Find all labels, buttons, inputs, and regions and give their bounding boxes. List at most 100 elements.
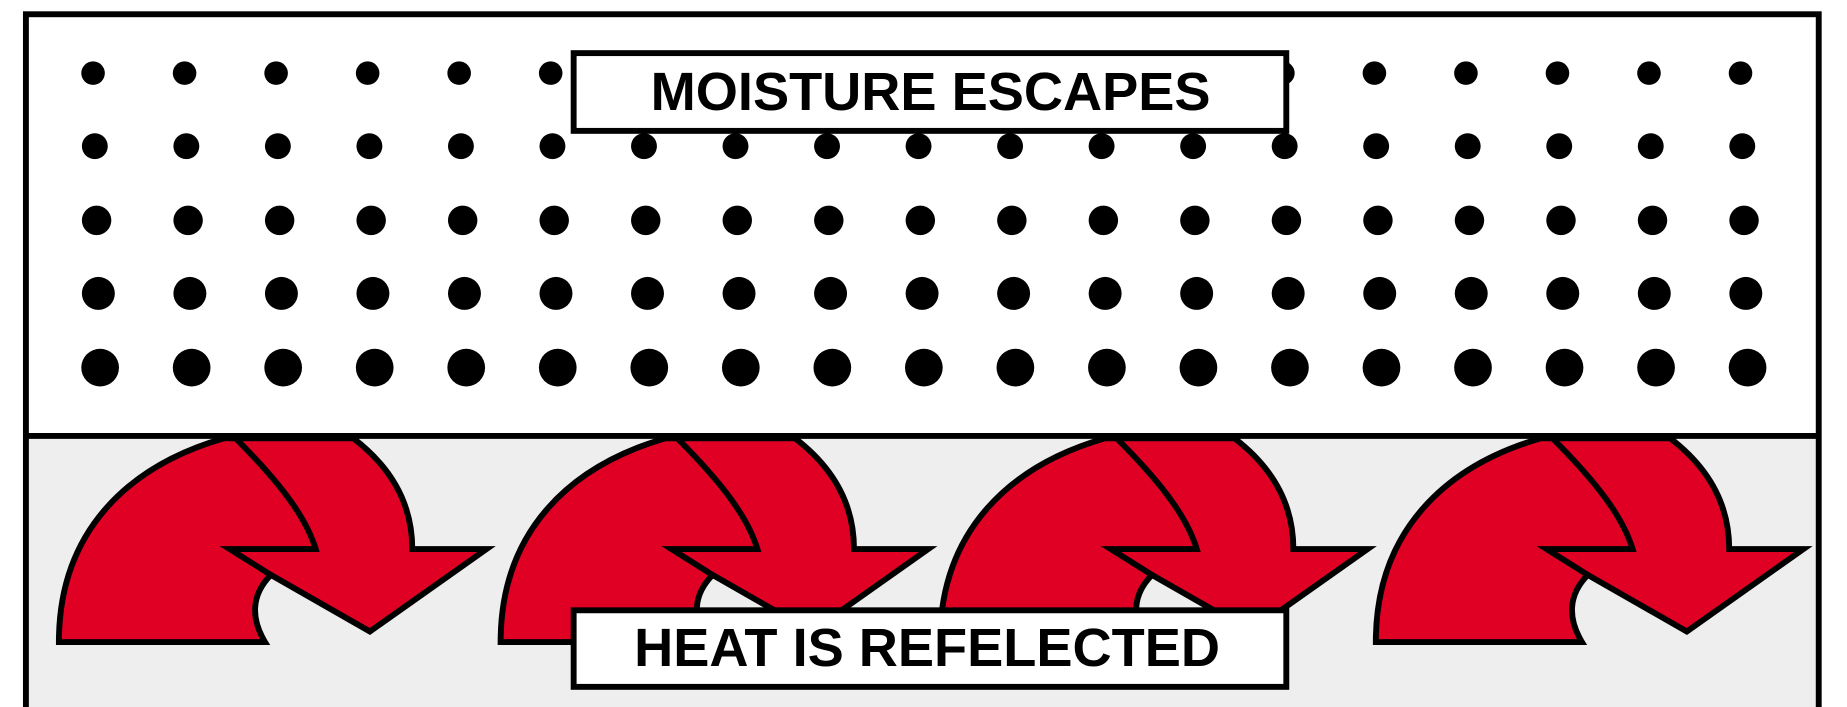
dot (1545, 348, 1584, 387)
dot (447, 205, 478, 236)
dot (814, 276, 848, 310)
bottom-label: HEAT IS REFELECTED (634, 618, 1220, 678)
dot (1363, 133, 1390, 160)
dot (1180, 205, 1210, 236)
dot (1546, 133, 1573, 160)
dot (356, 276, 390, 310)
dot (539, 205, 569, 236)
dot (264, 205, 295, 236)
dot (1271, 348, 1309, 387)
dot (905, 348, 943, 387)
arrow-body (497, 435, 938, 646)
dot (1362, 61, 1387, 85)
dot (172, 61, 197, 85)
dot (1637, 205, 1668, 236)
arrow-fold (1100, 436, 1201, 578)
dot (630, 348, 669, 387)
arrow-fold (1536, 436, 1637, 578)
dot (1271, 205, 1302, 236)
dot (447, 276, 481, 310)
dot (1271, 276, 1305, 310)
arrow (497, 435, 938, 646)
dot (814, 133, 840, 160)
dot (1454, 205, 1485, 236)
dot (813, 348, 852, 387)
dot (264, 276, 298, 310)
dot (81, 276, 115, 310)
dot (173, 276, 207, 310)
dot (81, 348, 119, 387)
dot (1088, 205, 1119, 236)
dot (905, 133, 932, 160)
dot (1362, 348, 1401, 387)
arrow (937, 435, 1377, 646)
dot (1454, 348, 1492, 387)
dot (538, 61, 563, 85)
dot (1637, 133, 1664, 160)
dot (996, 348, 1035, 387)
dot (1179, 348, 1218, 387)
dot (1728, 348, 1767, 387)
dot (81, 205, 112, 236)
dot (722, 205, 752, 236)
arrow-fold (219, 436, 320, 578)
moisture-dots (81, 61, 1767, 387)
dot (81, 61, 105, 85)
bottom-label-box (570, 607, 1290, 690)
top-label: MOISTURE ESCAPES (651, 62, 1211, 122)
arrow-body (937, 435, 1377, 646)
dot (1180, 133, 1207, 160)
dot (722, 276, 756, 310)
dot (1729, 276, 1763, 310)
dot (1454, 61, 1478, 85)
dot (905, 276, 939, 310)
dot (1088, 348, 1126, 387)
dot (1546, 276, 1580, 310)
heat-arrows (55, 435, 1813, 646)
dot (173, 133, 200, 160)
dot (538, 348, 577, 387)
dot (264, 133, 291, 160)
dot (356, 205, 386, 236)
dot (1729, 205, 1759, 236)
dot (447, 61, 471, 85)
dot (631, 205, 661, 236)
dot (355, 61, 380, 85)
dot (1546, 205, 1576, 236)
dot (905, 205, 936, 236)
dot (447, 348, 486, 387)
dot (1088, 133, 1115, 160)
dot (1363, 205, 1393, 236)
dot (1454, 133, 1481, 160)
dot (814, 205, 844, 236)
arrow (1372, 435, 1813, 646)
dot (447, 133, 474, 160)
dot (722, 133, 749, 160)
dot (356, 133, 383, 160)
dot (631, 276, 665, 310)
dot (1454, 276, 1488, 310)
dot (1363, 276, 1397, 310)
top-label-box (570, 50, 1290, 134)
dot (539, 133, 566, 160)
dot (997, 276, 1031, 310)
dot (997, 205, 1027, 236)
dot (631, 133, 657, 160)
frame (22, 11, 1822, 707)
dot (1545, 61, 1570, 85)
dot (1180, 276, 1214, 310)
arrow-fold (661, 436, 762, 578)
dot (1088, 276, 1122, 310)
dot (997, 133, 1024, 160)
dot (173, 205, 203, 236)
arrow (55, 435, 496, 646)
dot (355, 348, 394, 387)
dot (1637, 61, 1661, 85)
dot (1728, 61, 1753, 85)
arrow-body (55, 435, 496, 646)
dot (1729, 133, 1756, 160)
dot (721, 348, 760, 387)
dot (172, 348, 211, 387)
